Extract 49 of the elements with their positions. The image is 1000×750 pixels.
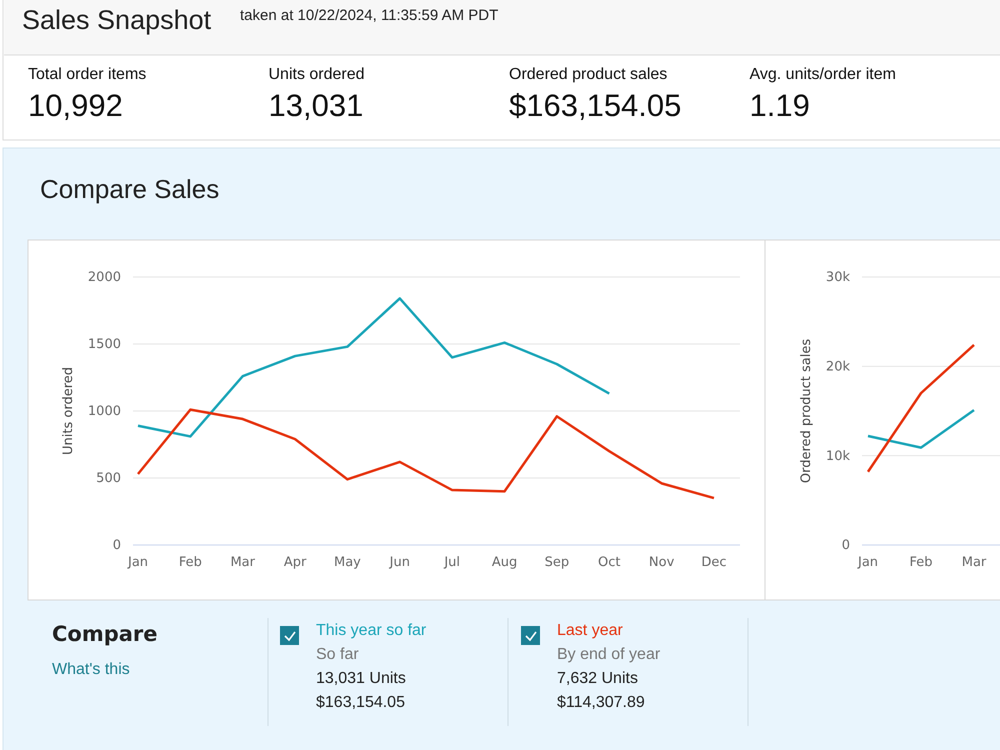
x-tick-label: Dec [701, 555, 727, 570]
text: $163,154.05 [316, 694, 406, 711]
line-series [136, 408, 716, 500]
text: $163,154.05 [509, 88, 682, 123]
x-tick-label: Jan [126, 555, 148, 570]
y-tick-label: 1500 [88, 337, 121, 352]
text: 7,632 Units [557, 670, 638, 687]
y-tick-label: 20k [826, 359, 850, 374]
y-tick-label: 0 [112, 538, 121, 554]
text: This year so far [316, 622, 427, 639]
y-axis-title: Ordered product sales [799, 338, 814, 484]
text: taken at 10/22/2024, 11:35:59 AM PDT [240, 7, 498, 24]
legend-title: Compare [52, 622, 158, 646]
line-series [136, 297, 610, 438]
text: By end of year [557, 646, 661, 663]
y-tick-label: 30k [826, 270, 850, 286]
y-tick-label: 2000 [88, 270, 121, 286]
chart-title: Compare Sales [40, 174, 220, 204]
text: So far [316, 646, 360, 663]
text: Last year [557, 622, 624, 639]
text: Sales Snapshot [22, 5, 212, 35]
text: Units ordered [268, 66, 365, 83]
x-tick-label: Jun [388, 555, 410, 570]
x-tick-label: Mar [230, 555, 256, 570]
text: 13,031 Units [316, 670, 406, 687]
y-tick-label: 0 [842, 538, 850, 554]
x-tick-label: Nov [648, 555, 675, 570]
x-tick-label: Aug [492, 555, 518, 570]
text: Avg. units/order item [750, 66, 896, 83]
x-tick-label: Mar [962, 555, 987, 570]
x-tick-label: Jul [443, 555, 460, 570]
x-tick-label: Oct [598, 555, 620, 570]
x-tick-label: May [334, 555, 362, 570]
text: 10,992 [28, 88, 123, 123]
y-tick-label: 1000 [88, 404, 121, 420]
text: $114,307.89 [557, 694, 645, 711]
x-tick-label: Feb [178, 555, 202, 570]
y-tick-label: 500 [96, 471, 121, 486]
text: 1.19 [750, 88, 810, 123]
y-axis-title: Units ordered [61, 367, 76, 455]
x-tick-label: Feb [909, 555, 933, 570]
text: Ordered product sales [509, 66, 668, 83]
x-tick-label: Apr [284, 555, 307, 570]
text: What's this [52, 661, 130, 678]
text: 13,031 [268, 88, 364, 123]
y-tick-label: 10k [826, 448, 850, 464]
x-tick-label: Jan [856, 555, 878, 570]
x-tick-label: Sep [544, 555, 570, 570]
text: Total order items [28, 66, 146, 83]
